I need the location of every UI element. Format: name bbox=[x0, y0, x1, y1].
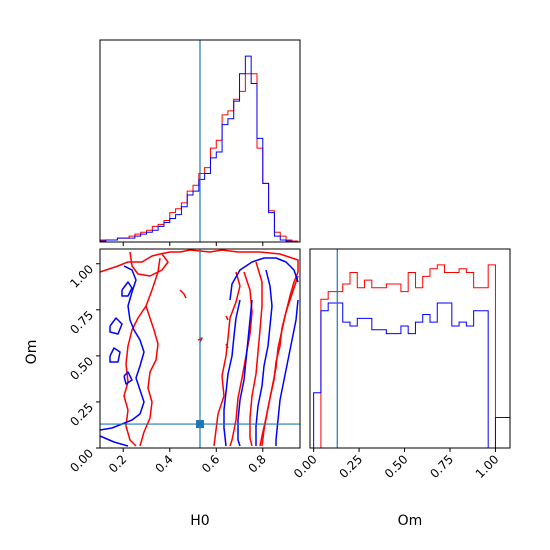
panel-frame bbox=[309, 248, 511, 449]
contour-red bbox=[129, 251, 169, 277]
x-tick-label: 0.75 bbox=[427, 452, 456, 481]
contour-red bbox=[123, 257, 161, 447]
contour-red bbox=[225, 343, 229, 349]
contour-blue bbox=[275, 299, 299, 446]
x-axis-label-h0: H0 bbox=[190, 513, 209, 529]
y-tick-label: 1.00 bbox=[67, 262, 96, 291]
contour-red bbox=[259, 275, 299, 447]
contour-blue bbox=[237, 299, 253, 447]
x-tick-label: 0.25 bbox=[336, 452, 365, 481]
x-tick-label: 0.2 bbox=[106, 452, 129, 475]
panel-frame bbox=[99, 39, 301, 243]
histogram-blue bbox=[99, 55, 298, 243]
histogram-blue bbox=[313, 302, 511, 449]
y-tick-label: 0.50 bbox=[67, 354, 96, 383]
contour-red bbox=[197, 337, 203, 343]
y-axis-label-om: Om bbox=[24, 340, 40, 365]
y-tick-label: 0.75 bbox=[67, 308, 96, 337]
contour-blue bbox=[99, 435, 129, 447]
panel-frame bbox=[99, 248, 301, 449]
contour-blue bbox=[223, 299, 241, 447]
panel-contour-h0-om: 0.2 0.4 0.6 0.8 0.00 0.25 0.50 0.75 1.00 bbox=[67, 248, 301, 476]
histogram-red bbox=[313, 264, 510, 449]
contour-blue bbox=[109, 347, 121, 363]
contour-blue bbox=[121, 281, 133, 297]
contour-blue bbox=[229, 257, 299, 301]
contour-blue bbox=[255, 269, 273, 446]
x-tick-label: 0.50 bbox=[382, 452, 411, 481]
x-tick-label: 0.6 bbox=[199, 452, 222, 475]
x-axis-label-om: Om bbox=[398, 513, 423, 529]
contour-red bbox=[249, 261, 263, 447]
contour-blue bbox=[99, 265, 145, 431]
contour-blue bbox=[109, 317, 123, 335]
truth-marker bbox=[196, 420, 204, 429]
panel-hist-h0 bbox=[99, 39, 301, 246]
histogram-red bbox=[99, 73, 299, 242]
y-tick-label: 0.00 bbox=[67, 446, 96, 475]
contour-red bbox=[179, 289, 187, 299]
x-tick-label: 0.8 bbox=[246, 452, 269, 475]
contour-red bbox=[139, 305, 159, 447]
x-tick-label: 0.00 bbox=[291, 452, 320, 481]
contour-red bbox=[229, 271, 253, 447]
x-tick-label: 1.00 bbox=[473, 452, 502, 481]
contour-red bbox=[213, 271, 241, 447]
contour-red bbox=[225, 315, 229, 321]
y-tick-label: 0.25 bbox=[67, 400, 96, 429]
panel-hist-om: 0.00 0.25 0.50 0.75 1.00 bbox=[291, 248, 511, 481]
x-tick-label: 0.4 bbox=[152, 452, 175, 475]
contour-blue bbox=[123, 371, 133, 385]
